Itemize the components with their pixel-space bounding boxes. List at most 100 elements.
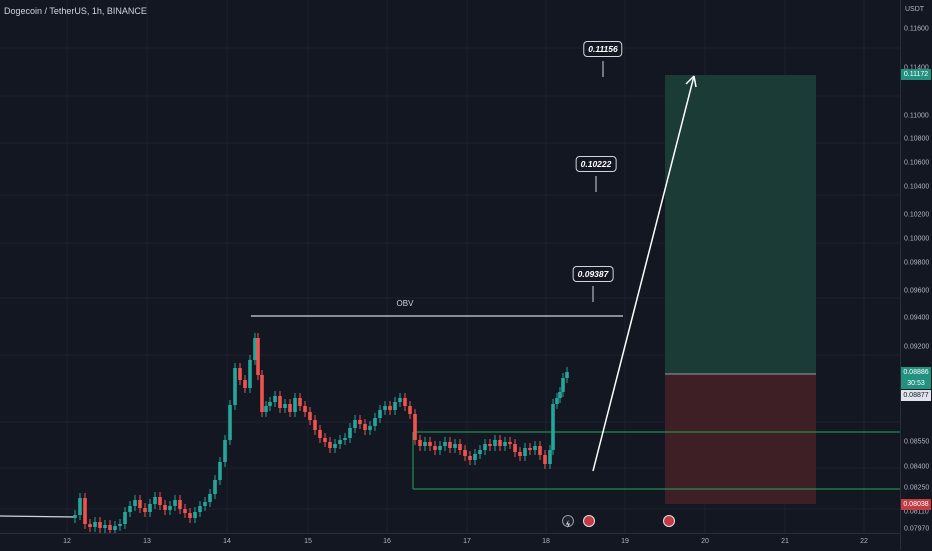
candle-body [368,426,372,430]
candle-body [303,406,307,412]
candle-body [418,440,422,446]
arrow-head-icon [685,75,697,88]
candle-body [93,522,97,527]
candle-body [113,526,117,530]
candle-body [128,506,132,512]
candle-body [448,442,452,448]
candle-body [88,524,92,527]
candle-body [378,410,382,418]
candle-body [438,446,442,450]
target-callout-1[interactable]: 0.11156 [583,41,623,57]
candle-body [533,446,537,450]
candle-body [273,396,277,402]
candle-body [383,406,387,410]
candle-body [323,438,327,442]
candle-body [108,525,112,530]
candle-body [288,404,292,412]
candle-body [503,442,507,446]
candle-body [488,444,492,446]
candle-body [498,440,502,446]
candle-body [468,456,472,460]
candle-body [523,448,527,456]
price-axis[interactable] [900,0,932,550]
candle-body [413,414,417,440]
time-axis-label: 15 [304,538,312,545]
last-price-tag: 0.08877 [901,390,931,401]
candle-body [173,500,177,506]
candle-body [508,442,512,444]
candle-body [528,448,532,450]
price-axis-label: 0.08400 [904,463,930,471]
candle-body [213,480,217,494]
candle-body [363,424,367,430]
price-axis-label: 0.08550 [904,438,930,446]
target-price-tag: 0.11172 [901,69,931,80]
candle-body [83,498,87,524]
price-axis-label: 0.08250 [904,484,930,492]
candle-body [428,442,432,446]
candle-body [203,502,207,506]
candle-body [353,420,357,428]
candle-body [558,392,562,398]
time-axis[interactable] [0,533,900,551]
candle-body [158,497,162,505]
candle-body [98,522,102,528]
target-callout-2[interactable]: 0.10222 [575,156,617,172]
price-axis-label: 0.10400 [904,183,930,191]
candle-body [153,497,157,504]
candle-body [278,396,282,408]
candle-body [178,500,182,509]
current-price-tag: 0.08886 [901,367,931,378]
candle-body [551,404,555,450]
candle-body [168,506,172,510]
axis-unit-label: USDT [905,6,925,13]
candle-body [561,378,565,392]
candle-body [233,368,237,405]
candle-body [308,412,312,420]
candle-body [518,452,522,456]
candle-body [548,450,552,464]
candle-body [538,446,542,455]
candle-body [163,505,167,510]
candle-body [478,450,482,454]
candle-body [393,402,397,410]
target-callout-3[interactable]: 0.09387 [572,266,614,282]
candle-body [183,509,187,513]
candle-body [398,398,402,402]
candle-body [423,442,427,446]
candle-body [268,402,272,406]
candle-body [513,444,517,452]
price-axis-label: 0.11600 [904,25,929,33]
candle-body [78,498,82,515]
candle-body [218,462,222,480]
price-chart-canvas[interactable] [0,0,900,533]
candle-body [243,380,247,388]
earnings-icon[interactable] [663,515,675,527]
candle-body [348,428,352,438]
candle-body [188,513,192,518]
candle-body [198,506,202,512]
price-axis-label: 0.09200 [904,343,930,351]
candle-body [555,398,559,404]
candle-body [238,368,242,380]
candle-body [443,442,447,446]
candle-body [338,440,342,444]
candle-body [358,420,362,424]
lightning-icon[interactable] [562,515,574,528]
candle-body [453,444,457,448]
candle-body [565,372,569,378]
candle-body [133,500,137,506]
earnings-icon[interactable] [583,515,595,527]
candle-body [148,504,152,512]
candle-body [388,406,392,410]
price-axis-label: 0.08110 [904,508,929,516]
stop-price-tag: 0.08038 [901,499,931,510]
candle-body [433,446,437,450]
price-axis-label: 0.11000 [904,112,929,120]
candle-body [208,494,212,502]
candle-body [223,440,227,462]
price-axis-label: 0.10200 [904,211,930,219]
time-axis-label: 17 [463,538,471,545]
candle-body [543,455,547,464]
